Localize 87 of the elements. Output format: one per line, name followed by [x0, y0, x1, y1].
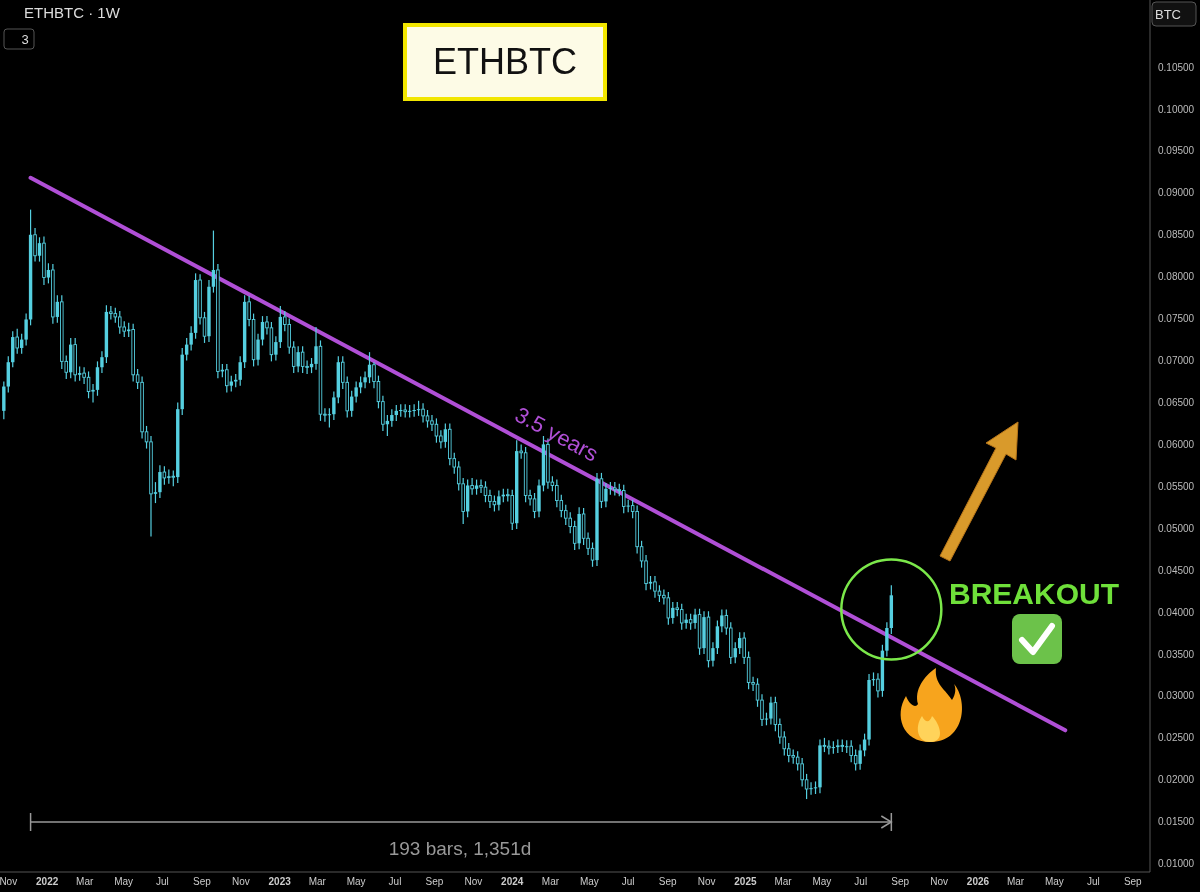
x-tick-label: 2026: [966, 876, 990, 887]
candlestick: [332, 390, 336, 421]
x-tick-label: May: [812, 876, 832, 887]
y-tick-label: 0.06500: [1158, 396, 1195, 408]
x-tick-label: May: [1044, 876, 1064, 887]
candlestick: [479, 479, 483, 494]
x-tick-label: Nov: [930, 876, 949, 887]
y-tick-label: 0.08500: [1158, 229, 1195, 241]
y-tick-label: 0.02000: [1158, 774, 1195, 786]
text: ETHBTC: [433, 41, 577, 82]
candlestick: [363, 370, 367, 389]
y-tick-label: 0.07500: [1158, 313, 1195, 325]
x-tick-label: Nov: [464, 876, 483, 887]
x-tick-label: Nov: [697, 876, 716, 887]
candlestick: [720, 608, 724, 633]
candlestick: [853, 748, 858, 772]
y-tick-label: 0.10000: [1158, 103, 1195, 115]
x-tick-label: Mar: [1006, 876, 1025, 887]
y-tick-label: 0.01000: [1158, 858, 1195, 870]
y-tick-label: 0.07000: [1158, 355, 1195, 367]
candlestick: [300, 345, 305, 374]
y-tick-label: 0.02500: [1158, 732, 1195, 744]
candlestick: [434, 417, 439, 444]
x-tick-label: Sep: [891, 876, 910, 887]
candlestick: [158, 464, 162, 499]
x-tick-label: Jul: [156, 876, 169, 887]
x-tick-label: Mar: [774, 876, 793, 887]
y-tick-label: 0.06000: [1158, 438, 1195, 450]
x-tick-label: Jul: [1086, 876, 1100, 887]
candlestick: [24, 312, 28, 347]
x-tick-label: Mar: [541, 876, 560, 887]
y-tick-label: 0.01500: [1158, 816, 1195, 828]
candlestick: [769, 696, 773, 726]
x-tick-label: Jul: [388, 876, 402, 887]
candlestick: [86, 370, 91, 399]
candlestick: [189, 325, 193, 352]
y-tick-label: 0.03500: [1158, 648, 1195, 660]
y-tick-label: 0.10500: [1158, 61, 1195, 73]
y-tick-label: 0.05000: [1158, 522, 1195, 534]
chart-subtitle: ETHBTC · 1W: [24, 4, 121, 21]
candlestick: [354, 380, 358, 404]
candlestick: [858, 743, 862, 771]
candlestick: [809, 781, 813, 796]
x-tick-label: 2025: [734, 876, 757, 887]
annotation: 3.5 years: [510, 401, 603, 467]
x-tick-label: Jul: [621, 876, 635, 887]
y-tick-label: 0.04500: [1158, 564, 1195, 576]
y-tick-label: 0.03000: [1158, 690, 1195, 702]
annotation: 3: [21, 32, 29, 47]
candlestick: [95, 360, 100, 397]
annotation: BREAKOUT: [949, 577, 1119, 610]
x-tick-label: Nov: [231, 876, 250, 887]
candlestick: [621, 484, 626, 514]
candlestick: [412, 403, 416, 418]
text: BTC: [1155, 7, 1181, 22]
candlestick: [653, 575, 657, 599]
y-tick-label: 0.05500: [1158, 480, 1195, 492]
candlestick: [421, 402, 425, 424]
candlestick: [488, 489, 492, 509]
x-tick-label: Mar: [76, 876, 95, 887]
x-tick-label: May: [346, 876, 366, 887]
y-tick-label: 0.09000: [1158, 187, 1195, 199]
candlestick: [666, 591, 671, 626]
candlestick: [483, 480, 488, 503]
x-tick-label: 2022: [36, 876, 59, 887]
y-tick-label: 0.08000: [1158, 271, 1195, 283]
candlestick: [225, 363, 229, 393]
candlestick: [327, 407, 332, 429]
y-tick-label: 0.09500: [1158, 145, 1195, 157]
candlestick: [260, 315, 265, 347]
candlestick: [679, 603, 684, 631]
x-tick-label: May: [579, 876, 599, 887]
candlestick: [100, 350, 104, 374]
x-tick-label: 2023: [268, 876, 292, 887]
x-tick-label: Sep: [425, 876, 444, 887]
x-tick-label: Sep: [193, 876, 212, 887]
x-tick-label: Sep: [1123, 876, 1143, 887]
x-tick-label: Mar: [308, 876, 327, 887]
candlestick: [238, 355, 242, 387]
candlestick: [885, 621, 889, 658]
x-tick-label: May: [114, 876, 134, 887]
x-tick-label: Nov: [0, 876, 18, 887]
annotation: 193 bars, 1,351d: [388, 838, 532, 859]
x-tick-label: Jul: [854, 876, 868, 887]
x-tick-label: 2024: [501, 876, 524, 887]
x-tick-label: Sep: [658, 876, 678, 887]
y-tick-label: 0.04000: [1158, 606, 1195, 618]
